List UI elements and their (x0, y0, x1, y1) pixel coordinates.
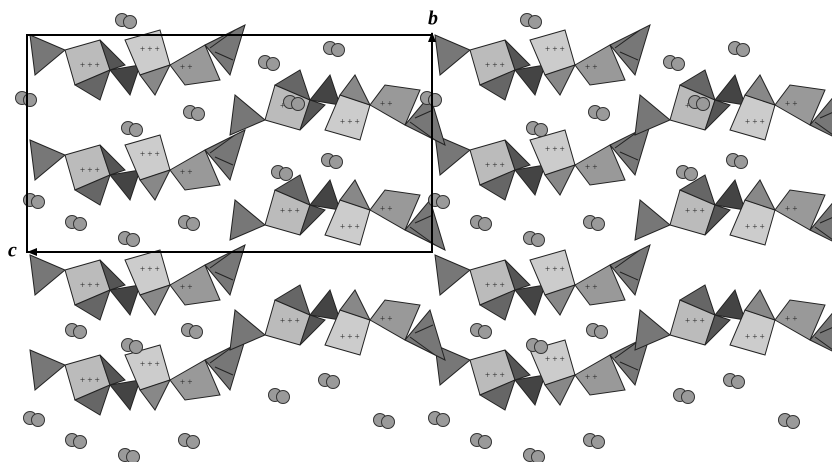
atom (592, 436, 605, 449)
atom (682, 391, 695, 404)
crystal-structure: + + + + + + + + b c (0, 0, 832, 462)
polyhedral-chain (230, 175, 445, 250)
atom (277, 391, 290, 404)
atom (592, 218, 605, 231)
atom (685, 168, 698, 181)
atom (479, 436, 492, 449)
atom (267, 58, 280, 71)
atom (127, 451, 140, 462)
atom (124, 16, 137, 29)
polyhedral-chain (635, 285, 832, 360)
atom (127, 234, 140, 247)
atom (332, 44, 345, 57)
atom (437, 196, 450, 209)
atom (32, 196, 45, 209)
atom (187, 436, 200, 449)
polyhedral-chain (30, 25, 245, 100)
atom (595, 326, 608, 339)
atom (130, 341, 143, 354)
polyhedral-chain (30, 130, 245, 205)
atom (529, 16, 542, 29)
atom (187, 218, 200, 231)
polyhedral-chain (435, 25, 650, 100)
atom (32, 414, 45, 427)
atom (74, 218, 87, 231)
polyhedral-chain (230, 285, 445, 360)
atom (190, 326, 203, 339)
atom (280, 168, 293, 181)
atom (535, 341, 548, 354)
atom (532, 451, 545, 462)
polyhedral-chain (635, 70, 832, 145)
atom (672, 58, 685, 71)
atom (74, 436, 87, 449)
atom (535, 124, 548, 137)
axis-label-c: c (8, 240, 17, 262)
atom (382, 416, 395, 429)
atom (479, 326, 492, 339)
atom (597, 108, 610, 121)
c-arrowhead (27, 248, 37, 256)
atom (429, 94, 442, 107)
atom (330, 156, 343, 169)
axis-label-b: b (428, 8, 438, 30)
atom (737, 44, 750, 57)
atom (24, 94, 37, 107)
atom (532, 234, 545, 247)
atom (732, 376, 745, 389)
atom (437, 414, 450, 427)
atom (479, 218, 492, 231)
atom (697, 98, 710, 111)
polyhedral-chain (30, 245, 245, 320)
atom (292, 98, 305, 111)
atom (327, 376, 340, 389)
atom (74, 326, 87, 339)
polyhedral-chain (435, 245, 650, 320)
atom (787, 416, 800, 429)
atom (192, 108, 205, 121)
polyhedral-chain (230, 70, 445, 145)
atom (735, 156, 748, 169)
polyhedral-chain (635, 175, 832, 250)
atom (130, 124, 143, 137)
